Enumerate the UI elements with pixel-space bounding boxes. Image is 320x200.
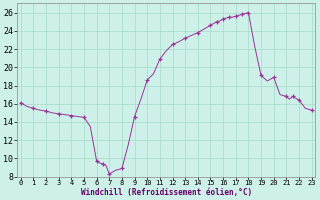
X-axis label: Windchill (Refroidissement éolien,°C): Windchill (Refroidissement éolien,°C) [81,188,252,197]
